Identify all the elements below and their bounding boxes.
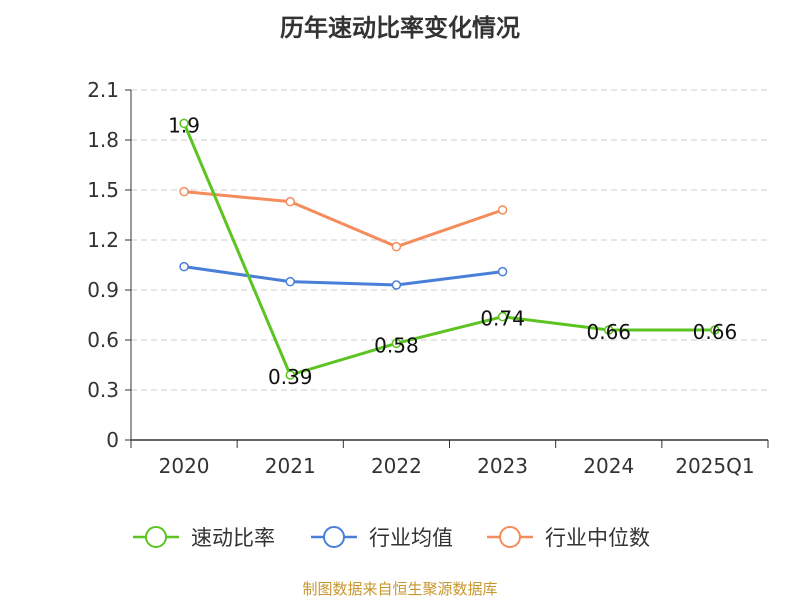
data-point — [179, 261, 189, 272]
x-tick-label: 2024 — [583, 454, 634, 478]
data-label: 0.66 — [586, 320, 631, 344]
data-label: 0.66 — [693, 320, 738, 344]
axes: 0 0.3 0.6 0.9 1.2 1.5 1.8 2.1 2020 2021 2022 2023 20… — [87, 78, 769, 478]
data-labels: 1.9 0.39 0.58 0.74 0.66 0.66 — [168, 113, 737, 389]
legend-marker — [499, 526, 521, 548]
data-label: 0.74 — [480, 307, 525, 331]
x-tick-label: 2021 — [265, 454, 316, 478]
x-tick-label: 2022 — [371, 454, 422, 478]
grid-lines — [131, 89, 768, 391]
data-point — [391, 241, 402, 252]
data-point — [497, 266, 508, 277]
series-line — [182, 122, 715, 377]
y-tick-label: 2.1 — [87, 78, 119, 102]
data-point — [179, 186, 189, 197]
source-note: 制图数据来自恒生聚源数据库 — [302, 580, 498, 598]
legend-marker — [145, 526, 167, 548]
data-point — [710, 325, 720, 335]
data-point — [497, 311, 508, 322]
chart-title: 历年速动比率变化情况 — [280, 14, 520, 42]
data-point — [179, 118, 189, 129]
data-label: 0.39 — [268, 365, 313, 389]
data-point — [285, 370, 295, 380]
y-tick-label: 0.3 — [87, 378, 119, 402]
y-tick-label: 1.2 — [87, 228, 119, 252]
data-point — [391, 280, 402, 290]
y-tick-label: 1.8 — [87, 128, 119, 152]
legend-label: 行业中位数 — [545, 526, 650, 550]
data-point — [285, 276, 295, 287]
data-point — [604, 325, 614, 335]
data-point — [285, 196, 295, 207]
legend: 速动比率 行业均值 行业中位数 — [133, 526, 650, 550]
x-tick-label: 2025Q1 — [675, 454, 754, 478]
data-point — [391, 338, 402, 349]
y-tick-label: 0.9 — [87, 278, 119, 302]
data-label: 1.9 — [168, 113, 200, 137]
y-tick-label: 1.5 — [87, 178, 119, 202]
y-tick-label: 0 — [106, 428, 119, 452]
data-point — [497, 205, 508, 215]
data-label: 0.58 — [374, 333, 419, 357]
legend-label: 行业均值 — [369, 526, 453, 550]
y-tick-label: 0.6 — [87, 328, 119, 352]
series-line — [183, 190, 504, 249]
x-tick-label: 2020 — [159, 454, 210, 478]
series-line — [183, 265, 503, 287]
series-lines — [179, 118, 720, 380]
x-tick-label: 2023 — [477, 454, 528, 478]
legend-label: 速动比率 — [191, 526, 275, 550]
legend-marker — [323, 526, 345, 548]
